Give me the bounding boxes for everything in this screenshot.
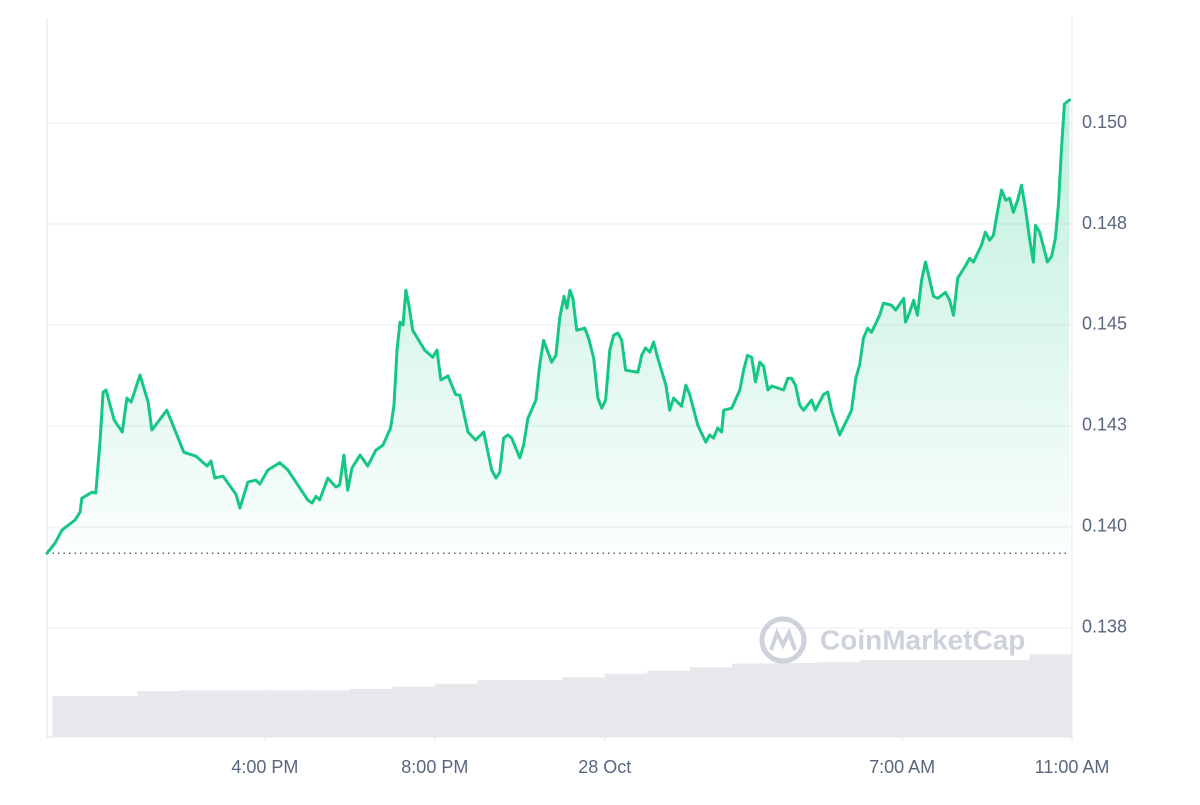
volume-bar [264,690,308,737]
y-tick-label: 0.145 [1082,314,1127,334]
volume-bar [95,696,138,737]
y-tick-label: 0.150 [1082,112,1127,132]
volume-bar [732,663,775,737]
volume-bar [137,690,180,737]
volume-bar [817,662,860,737]
volume-bar [604,673,648,737]
price-line [45,98,1071,555]
price-area [47,100,1070,554]
volume-bar [477,680,520,737]
volume-bar [689,667,733,737]
y-tick-label: 0.148 [1082,213,1127,233]
y-tick-label: 0.138 [1082,617,1127,637]
volume-bar [774,662,818,737]
volume-bar [562,677,605,737]
watermark: CoinMarketCap [759,616,1025,664]
watermark-logo-mark [769,627,797,651]
volume-bar [349,688,393,737]
y-tick-label: 0.143 [1082,415,1127,435]
volume-bar [392,686,435,737]
volume-layer [52,654,1072,737]
volume-bar [859,660,903,737]
watermark-text: CoinMarketCap [820,624,1025,655]
volume-bar [987,660,1030,737]
volume-bar [222,690,265,737]
x-tick-label: 4:00 PM [231,757,298,777]
volume-bar [52,696,96,737]
x-tick-label: 28 Oct [578,757,631,777]
watermark-logo [759,616,807,664]
x-tick-label: 11:00 AM [1035,757,1110,777]
plot-layer: 0.138 0.140 0.143 0.145 0.148 0.150 4:00 PM 8:0… [45,98,1127,777]
x-tick-label: 8:00 PM [401,757,468,777]
volume-bar [944,660,988,737]
volume-bar [647,670,690,737]
volume-bar [307,690,350,737]
volume-bar [434,683,478,737]
volume-bar [179,690,223,737]
volume-bar [519,680,563,737]
x-tick-label: 7:00 AM [869,757,935,777]
y-tick-label: 0.140 [1082,516,1127,536]
volume-bar [1029,654,1072,737]
volume-bar [902,660,945,737]
